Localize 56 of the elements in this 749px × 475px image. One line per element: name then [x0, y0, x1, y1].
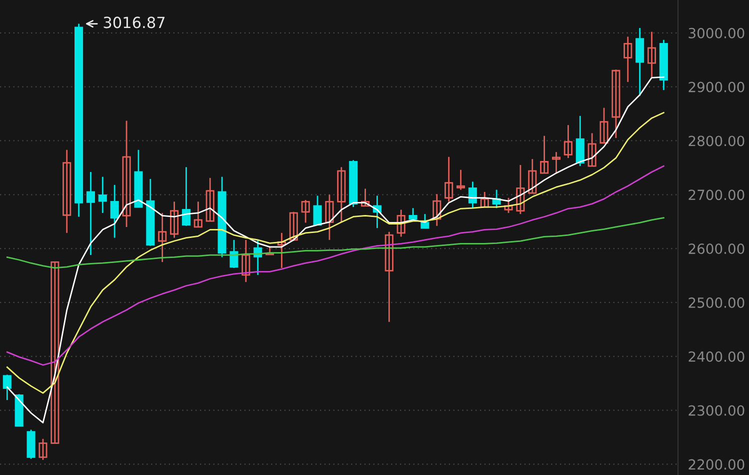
candlestick	[38, 438, 48, 461]
candlestick	[456, 169, 466, 190]
y-tick-label: 2900.00	[688, 82, 744, 92]
candlestick	[480, 191, 489, 208]
candlestick	[313, 195, 322, 226]
candlestick	[600, 107, 608, 144]
y-tick-label: 2500.00	[688, 297, 744, 308]
candlestick	[624, 36, 632, 83]
candlestick	[62, 149, 72, 234]
candlestick	[242, 239, 250, 283]
candlestick	[408, 207, 418, 220]
y-tick-label: 2800.00	[688, 136, 744, 146]
candlestick	[636, 27, 644, 97]
candlestick	[588, 132, 596, 167]
candlestick	[170, 200, 179, 238]
y-tick-label: 3000.00	[688, 28, 744, 38]
line-series	[6, 112, 664, 394]
y-tick-label: 2400.00	[688, 351, 744, 362]
candlestick	[2, 374, 12, 401]
candlestick	[158, 212, 167, 263]
candlestick	[98, 176, 107, 214]
candlestick	[528, 158, 537, 194]
candlestick	[289, 211, 298, 242]
candlestick	[110, 184, 119, 238]
candlestick	[301, 199, 310, 224]
candlestick	[647, 31, 656, 78]
candlestick	[552, 151, 561, 174]
candlestick	[277, 232, 286, 269]
candlestick	[360, 188, 370, 207]
candlestick	[122, 120, 131, 228]
y-tick-label: 2600.00	[688, 244, 744, 254]
y-tick-label: 2700.00	[688, 190, 744, 200]
candlestick	[420, 213, 430, 229]
candlestick	[564, 124, 572, 159]
candlestick	[540, 135, 549, 174]
candlestick	[206, 177, 214, 222]
annotation: 3016.87	[104, 16, 165, 28]
candlestick	[384, 231, 394, 323]
candlestick	[444, 156, 454, 202]
candlestick	[50, 261, 60, 444]
candlestick	[432, 193, 442, 227]
line-series	[6, 165, 664, 366]
candlestick	[504, 197, 513, 214]
candlestick	[576, 115, 584, 167]
candlestick	[194, 200, 202, 228]
candlestick	[516, 164, 525, 215]
candlestick	[325, 194, 334, 241]
candlestick	[182, 166, 190, 227]
y-tick-label: 2300.00	[688, 405, 744, 416]
candlestick	[86, 171, 95, 256]
candlestick	[230, 239, 238, 269]
candlestick	[337, 166, 346, 223]
candlestick	[396, 209, 406, 238]
y-tick-label: 2200.00	[688, 459, 744, 470]
candlestick	[468, 181, 477, 209]
candlestick	[612, 68, 620, 139]
